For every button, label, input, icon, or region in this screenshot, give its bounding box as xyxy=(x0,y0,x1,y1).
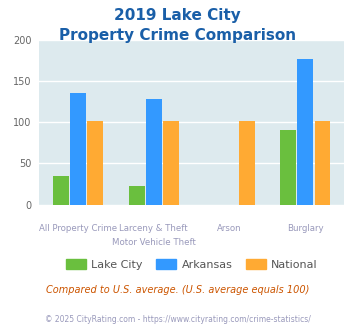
Bar xyxy=(280,130,296,205)
Text: Arson: Arson xyxy=(217,224,242,233)
Text: All Property Crime: All Property Crime xyxy=(39,224,117,233)
Bar xyxy=(239,121,255,205)
Bar xyxy=(163,121,179,205)
Bar xyxy=(70,93,86,205)
Bar xyxy=(53,176,69,205)
Legend: Lake City, Arkansas, National: Lake City, Arkansas, National xyxy=(61,255,322,274)
Bar xyxy=(146,99,162,205)
Text: Compared to U.S. average. (U.S. average equals 100): Compared to U.S. average. (U.S. average … xyxy=(46,285,309,295)
Text: Larceny & Theft: Larceny & Theft xyxy=(120,224,188,233)
Bar xyxy=(297,59,313,205)
Text: © 2025 CityRating.com - https://www.cityrating.com/crime-statistics/: © 2025 CityRating.com - https://www.city… xyxy=(45,315,310,324)
Text: Property Crime Comparison: Property Crime Comparison xyxy=(59,28,296,43)
Bar xyxy=(129,186,145,205)
Text: Burglary: Burglary xyxy=(287,224,324,233)
Text: 2019 Lake City: 2019 Lake City xyxy=(114,8,241,23)
Bar xyxy=(315,121,331,205)
Bar xyxy=(87,121,103,205)
Text: Motor Vehicle Theft: Motor Vehicle Theft xyxy=(112,238,196,247)
